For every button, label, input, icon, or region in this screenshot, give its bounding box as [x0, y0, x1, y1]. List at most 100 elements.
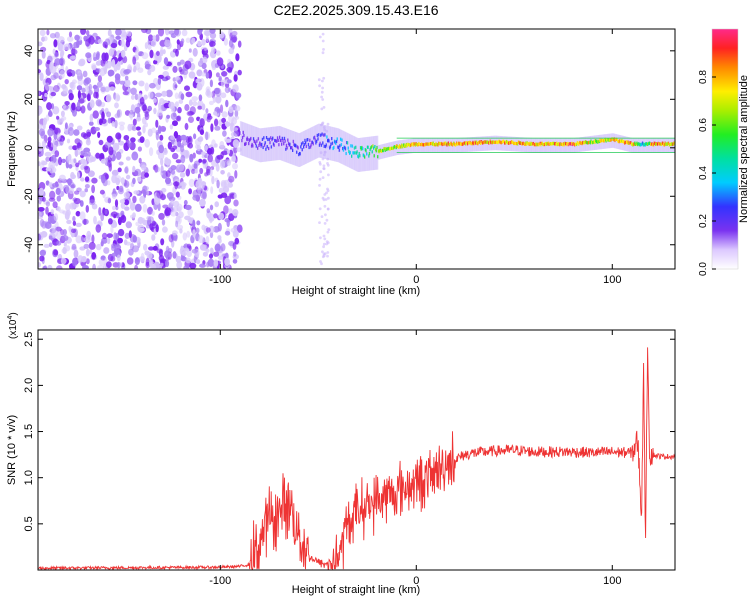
ridge-halo — [544, 138, 546, 153]
ridge-cell — [272, 136, 274, 140]
noise-blob — [114, 93, 120, 102]
noise-blob — [197, 29, 203, 36]
noise-blob — [234, 115, 240, 120]
ridge-halo — [583, 136, 585, 152]
noise-blob — [172, 81, 178, 91]
noise-blob — [110, 42, 118, 49]
noise-blob — [59, 69, 65, 79]
noise-blob — [226, 67, 233, 73]
noise-blob — [77, 70, 82, 77]
ridge-halo — [377, 135, 379, 170]
x-tick-label: -100 — [209, 575, 231, 587]
ridge-cell — [496, 140, 498, 144]
noise-blob — [164, 157, 169, 164]
ridge-halo — [350, 134, 352, 169]
noise-blob — [41, 161, 48, 166]
noise-blob — [107, 117, 112, 124]
y-tick-label: 2.0 — [23, 378, 35, 393]
ridge-cell — [353, 151, 355, 155]
noise-blob — [188, 188, 193, 195]
ridge-halo — [242, 122, 244, 156]
ridge-halo — [356, 137, 358, 172]
noise-blob — [214, 243, 221, 252]
noise-blob — [220, 170, 225, 175]
ridge-halo — [443, 138, 445, 153]
noise-blob — [71, 79, 77, 84]
noise-blob — [104, 173, 110, 180]
ridge-halo — [328, 126, 330, 160]
ridge-cell — [401, 143, 403, 147]
noise-blob — [181, 29, 188, 37]
noise-blob — [116, 254, 121, 262]
noise-blob — [147, 216, 154, 224]
ridge-cell — [268, 137, 271, 141]
noise-blob — [326, 254, 329, 258]
ridge-halo — [249, 124, 251, 159]
noise-blob — [106, 135, 113, 143]
ridge-halo — [265, 127, 268, 162]
ridge-cell — [353, 146, 356, 150]
noise-blob — [47, 215, 53, 225]
noise-blob — [68, 164, 73, 169]
noise-blob — [321, 250, 324, 254]
ridge-cell — [329, 145, 332, 149]
noise-blob — [225, 120, 229, 128]
noise-blob — [170, 112, 177, 121]
noise-blob — [217, 222, 222, 232]
ridge-cell — [442, 142, 445, 146]
noise-blob — [119, 124, 125, 131]
noise-blob — [49, 190, 56, 200]
colorbar-tick-label: 0.6 — [698, 118, 709, 132]
noise-blob — [141, 164, 147, 171]
noise-blob — [157, 125, 162, 134]
ridge-cell — [242, 130, 244, 134]
ridge-halo — [615, 134, 618, 149]
noise-blob — [53, 72, 59, 79]
noise-blob — [76, 85, 83, 91]
ridge-cell — [301, 148, 303, 152]
noise-blob — [72, 145, 78, 151]
noise-blob — [88, 89, 93, 95]
noise-blob — [38, 128, 46, 137]
ridge-halo — [565, 138, 567, 153]
noise-blob — [321, 98, 325, 101]
noise-blob — [216, 57, 224, 67]
ridge-halo — [432, 138, 434, 153]
ridge-cell — [507, 140, 509, 145]
ridge-halo — [270, 127, 272, 161]
ridge-cell — [394, 145, 397, 149]
ridge-halo — [459, 137, 461, 153]
ridge-halo — [664, 138, 666, 153]
noise-blob — [87, 170, 95, 177]
noise-blob — [224, 86, 230, 94]
ridge-halo — [355, 136, 357, 171]
noise-blob — [101, 175, 106, 184]
ridge-cell — [316, 139, 318, 143]
noise-blob — [141, 29, 148, 34]
noise-blob — [77, 171, 80, 180]
noise-blob — [204, 145, 208, 151]
noise-blob — [88, 121, 94, 126]
ridge-halo — [532, 138, 535, 153]
noise-blob — [226, 149, 231, 154]
noise-blob — [155, 224, 159, 233]
noise-blob — [135, 126, 141, 131]
ridge-cell — [274, 139, 277, 143]
noise-blob — [214, 118, 219, 127]
ridge-cell — [472, 140, 474, 144]
ridge-halo — [410, 138, 412, 154]
noise-blob — [73, 249, 79, 259]
ridge-halo — [244, 122, 246, 157]
ridge-halo — [641, 138, 644, 153]
noise-blob — [215, 163, 220, 172]
noise-blob — [53, 249, 59, 256]
ridge-halo — [263, 127, 265, 162]
ridge-halo — [480, 136, 482, 151]
noise-blob — [232, 84, 239, 93]
noise-blob — [88, 249, 93, 255]
noise-blob — [215, 95, 222, 104]
ridge-cell — [289, 142, 291, 146]
noise-blob — [193, 163, 198, 169]
ridge-cell — [383, 147, 386, 151]
noise-blob — [180, 134, 187, 141]
